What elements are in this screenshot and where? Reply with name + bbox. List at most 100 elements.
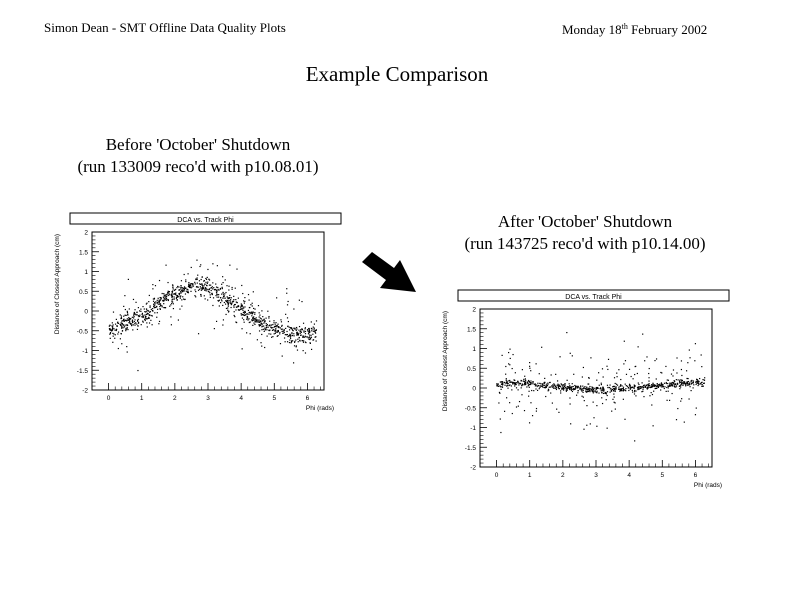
data-point bbox=[261, 320, 263, 322]
data-point bbox=[194, 281, 196, 283]
data-point bbox=[257, 305, 260, 307]
data-point bbox=[312, 330, 315, 332]
data-point bbox=[199, 265, 201, 268]
data-point bbox=[135, 301, 137, 303]
data-point bbox=[185, 290, 187, 292]
data-point bbox=[534, 385, 536, 387]
data-point bbox=[154, 303, 156, 305]
data-point bbox=[552, 384, 554, 386]
data-point bbox=[164, 307, 166, 309]
data-point bbox=[302, 341, 305, 343]
data-point bbox=[505, 373, 507, 375]
data-point bbox=[300, 330, 302, 332]
data-point bbox=[679, 382, 681, 384]
data-point bbox=[158, 323, 160, 325]
data-point bbox=[563, 386, 565, 389]
data-point bbox=[227, 309, 229, 311]
data-point bbox=[124, 328, 127, 330]
data-point bbox=[685, 384, 687, 386]
data-point bbox=[553, 385, 555, 387]
data-point bbox=[196, 278, 198, 281]
data-point bbox=[587, 390, 589, 393]
data-point bbox=[538, 385, 540, 387]
data-point bbox=[219, 288, 221, 290]
data-point bbox=[598, 384, 600, 386]
data-point bbox=[695, 407, 697, 409]
data-point bbox=[687, 384, 689, 387]
data-point bbox=[686, 381, 688, 383]
data-point bbox=[612, 385, 615, 387]
x-tick-label: 3 bbox=[206, 395, 210, 402]
data-point bbox=[202, 286, 204, 289]
data-point bbox=[307, 337, 309, 339]
data-point bbox=[234, 316, 236, 318]
data-point bbox=[312, 333, 314, 335]
data-point bbox=[200, 278, 202, 281]
data-point bbox=[586, 387, 588, 389]
data-point bbox=[277, 334, 279, 337]
data-point bbox=[208, 291, 210, 293]
data-point bbox=[140, 310, 142, 312]
data-point bbox=[172, 288, 174, 290]
data-point bbox=[263, 319, 265, 321]
data-point bbox=[191, 284, 194, 286]
data-point bbox=[671, 392, 673, 395]
data-point bbox=[529, 383, 531, 386]
data-point bbox=[653, 385, 655, 387]
data-point bbox=[178, 289, 180, 291]
data-point bbox=[286, 292, 288, 294]
data-point bbox=[151, 324, 153, 326]
data-point bbox=[652, 384, 654, 386]
data-point bbox=[167, 294, 169, 297]
data-point bbox=[308, 336, 310, 338]
data-point bbox=[571, 386, 573, 388]
data-point bbox=[636, 386, 639, 389]
data-point bbox=[268, 315, 270, 318]
data-point bbox=[637, 386, 640, 388]
data-point bbox=[520, 379, 522, 382]
data-point bbox=[201, 288, 203, 291]
data-point bbox=[580, 386, 582, 388]
data-point bbox=[696, 382, 698, 384]
data-point bbox=[294, 327, 296, 329]
data-point bbox=[656, 385, 658, 387]
data-point bbox=[601, 368, 604, 370]
data-point bbox=[126, 324, 128, 326]
data-point bbox=[619, 388, 622, 390]
after-caption-line2: (run 143725 reco'd with p10.14.00) bbox=[464, 234, 706, 253]
data-point bbox=[114, 334, 116, 336]
x-tick-label: 6 bbox=[306, 395, 310, 402]
data-point bbox=[115, 328, 118, 331]
data-point bbox=[654, 359, 656, 362]
data-point bbox=[593, 417, 595, 419]
data-point bbox=[596, 390, 598, 392]
chart-title: DCA vs. Track Phi bbox=[177, 217, 234, 224]
data-point bbox=[700, 354, 702, 356]
data-point bbox=[531, 415, 534, 417]
data-point bbox=[211, 293, 213, 295]
data-point bbox=[314, 332, 317, 334]
data-point bbox=[689, 357, 691, 359]
data-point bbox=[680, 368, 683, 371]
data-point bbox=[146, 313, 148, 315]
data-point bbox=[160, 304, 162, 307]
data-point bbox=[190, 283, 192, 285]
data-point bbox=[293, 327, 295, 329]
data-point bbox=[228, 289, 230, 291]
data-point bbox=[581, 388, 583, 390]
data-point bbox=[302, 350, 304, 352]
data-point bbox=[167, 298, 169, 301]
data-point bbox=[500, 386, 502, 388]
data-point bbox=[288, 326, 290, 328]
data-point bbox=[158, 303, 161, 305]
data-point bbox=[158, 300, 160, 302]
data-point bbox=[529, 367, 531, 369]
data-point bbox=[548, 389, 550, 391]
arrow-down-right-icon bbox=[362, 252, 416, 292]
data-point bbox=[496, 383, 498, 385]
data-point bbox=[150, 314, 152, 317]
data-point bbox=[247, 317, 249, 319]
data-point bbox=[260, 342, 262, 344]
data-point bbox=[593, 390, 595, 392]
data-point bbox=[145, 311, 147, 313]
